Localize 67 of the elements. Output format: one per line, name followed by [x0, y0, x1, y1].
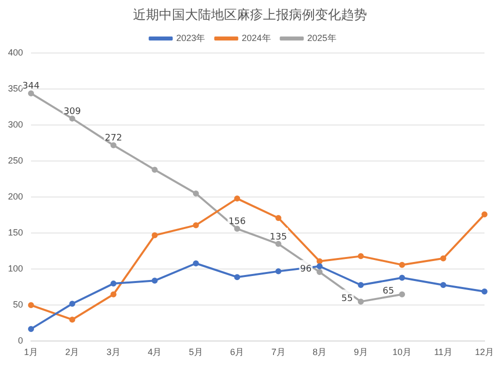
x-tick-label: 8月: [312, 347, 327, 358]
y-tick-label: 350: [8, 84, 24, 94]
y-tick-label: 150: [8, 228, 24, 238]
point: [152, 232, 158, 238]
y-tick-label: 200: [8, 192, 24, 202]
x-tick-label: 7月: [271, 347, 286, 358]
legend-label: 2025年: [307, 32, 336, 43]
x-tick-label: 6月: [230, 347, 244, 358]
y-tick-label: 400: [8, 47, 24, 58]
point: [192, 190, 199, 196]
y-tick-label: 0: [18, 336, 24, 346]
point: [358, 298, 364, 305]
point: [316, 258, 323, 264]
point: [28, 302, 34, 308]
point: [399, 291, 406, 298]
point: [110, 291, 116, 298]
point: [399, 274, 406, 281]
data-label: 156: [228, 217, 246, 228]
legend-label: 2023年: [176, 32, 206, 43]
point: [358, 282, 364, 288]
point: [69, 316, 76, 323]
x-tick-label: 4月: [148, 347, 162, 358]
data-label: 135: [270, 232, 287, 242]
point: [69, 300, 76, 307]
point: [152, 278, 158, 284]
y-tick-label: 250: [8, 156, 24, 166]
point: [316, 269, 323, 276]
point: [481, 288, 488, 294]
point: [110, 142, 116, 148]
data-label: 55: [341, 294, 353, 304]
point: [481, 211, 488, 218]
point: [152, 166, 158, 173]
y-tick-label: 300: [8, 120, 24, 130]
point: [316, 263, 323, 270]
y-tick-label: 50: [13, 300, 24, 310]
point: [110, 280, 116, 287]
x-tick-label: 5月: [188, 347, 203, 358]
x-tick-label: 9月: [354, 347, 368, 358]
data-label: 309: [64, 106, 82, 117]
point: [28, 90, 34, 96]
point: [358, 253, 364, 260]
point: [192, 260, 199, 266]
data-label: 272: [104, 134, 122, 144]
point: [440, 282, 446, 288]
point: [234, 274, 240, 280]
x-tick-label: 10月: [392, 347, 412, 358]
x-tick-label: 11月: [434, 347, 452, 358]
chart-title: 近期中国大陆地区麻疹上报病例变化趋势: [132, 7, 368, 24]
x-tick-label: 1月: [24, 347, 38, 358]
point: [234, 196, 240, 202]
point: [399, 262, 406, 268]
point: [192, 222, 199, 228]
point: [69, 116, 76, 122]
point: [275, 214, 282, 221]
point: [28, 326, 34, 332]
point: [234, 226, 240, 232]
point: [275, 240, 282, 247]
point: [275, 268, 282, 274]
x-tick-label: 3月: [106, 347, 120, 358]
legend-label: 2024年: [242, 32, 271, 43]
y-tick-label: 100: [8, 264, 24, 274]
data-label: 344: [22, 82, 40, 92]
point: [440, 255, 446, 262]
x-tick-label: 12月: [474, 347, 494, 358]
data-label: 65: [382, 286, 394, 297]
data-label: 96: [300, 264, 312, 274]
x-tick-label: 2月: [65, 347, 80, 358]
